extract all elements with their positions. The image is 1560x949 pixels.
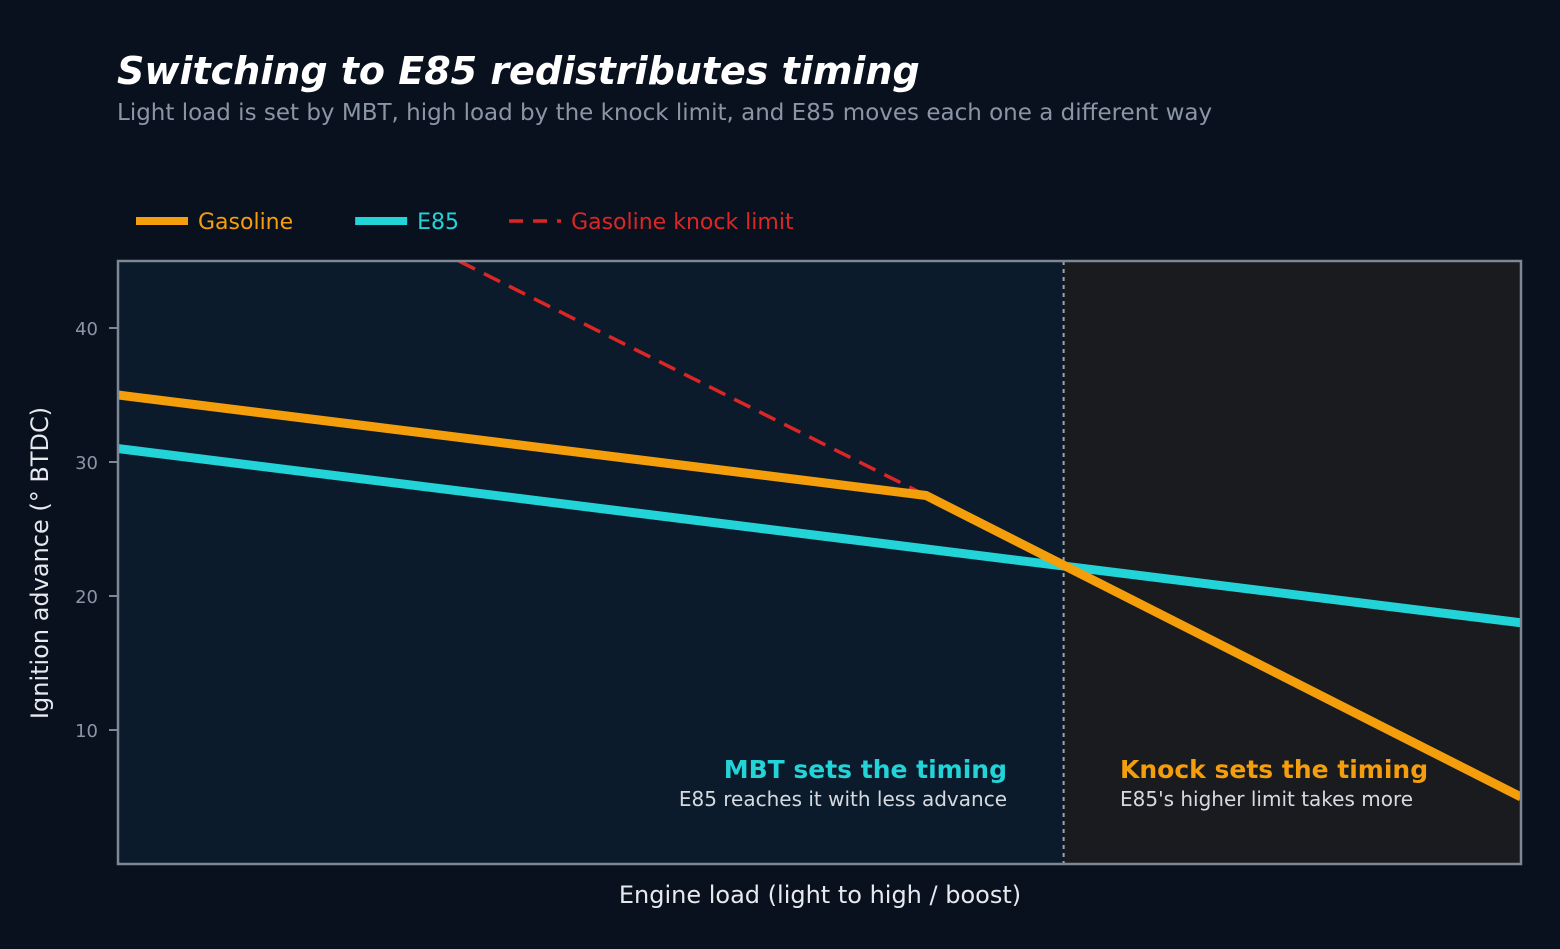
series-line-e85 (118, 444, 1521, 628)
annotation-knock-title: Knock sets the timing (1120, 755, 1428, 784)
annotation-knock-subtitle: E85's higher limit takes more (1120, 787, 1413, 811)
legend-label: Gasoline (198, 210, 293, 235)
series-line-gasoline-knock-limit (458, 261, 927, 498)
y-tick-label: 30 (75, 453, 98, 474)
region-mbt (118, 261, 1064, 864)
axes: 10 20 30 40 (75, 259, 1523, 866)
series-line-gasoline (118, 390, 1521, 802)
annotation-mbt-title: MBT sets the timing (724, 755, 1007, 784)
chart-title: Switching to E85 redistributes timing (117, 49, 920, 93)
legend: Gasoline E85 Gasoline knock limit (136, 210, 794, 235)
series-layer (118, 261, 1521, 802)
legend-label: E85 (417, 210, 459, 235)
annotation-mbt-subtitle: E85 reaches it with less advance (679, 787, 1007, 811)
plot-frame (116, 259, 1523, 866)
annotations: MBT sets the timing E85 reaches it with l… (679, 755, 1428, 811)
y-tick-label: 10 (75, 721, 98, 742)
plot-regions (118, 261, 1521, 864)
chart-subtitle: Light load is set by MBT, high load by t… (117, 100, 1212, 126)
y-tick-label: 40 (75, 319, 98, 340)
region-knock (1063, 261, 1521, 864)
y-tick-label: 20 (75, 587, 98, 608)
legend-item-gasoline: Gasoline (136, 210, 293, 235)
x-axis-label: Engine load (light to high / boost) (619, 881, 1021, 909)
legend-item-e85: E85 (355, 210, 459, 235)
legend-label: Gasoline knock limit (571, 210, 794, 235)
y-axis-label: Ignition advance (° BTDC) (26, 407, 54, 719)
legend-item-gasoline-knock-limit: Gasoline knock limit (509, 210, 794, 235)
